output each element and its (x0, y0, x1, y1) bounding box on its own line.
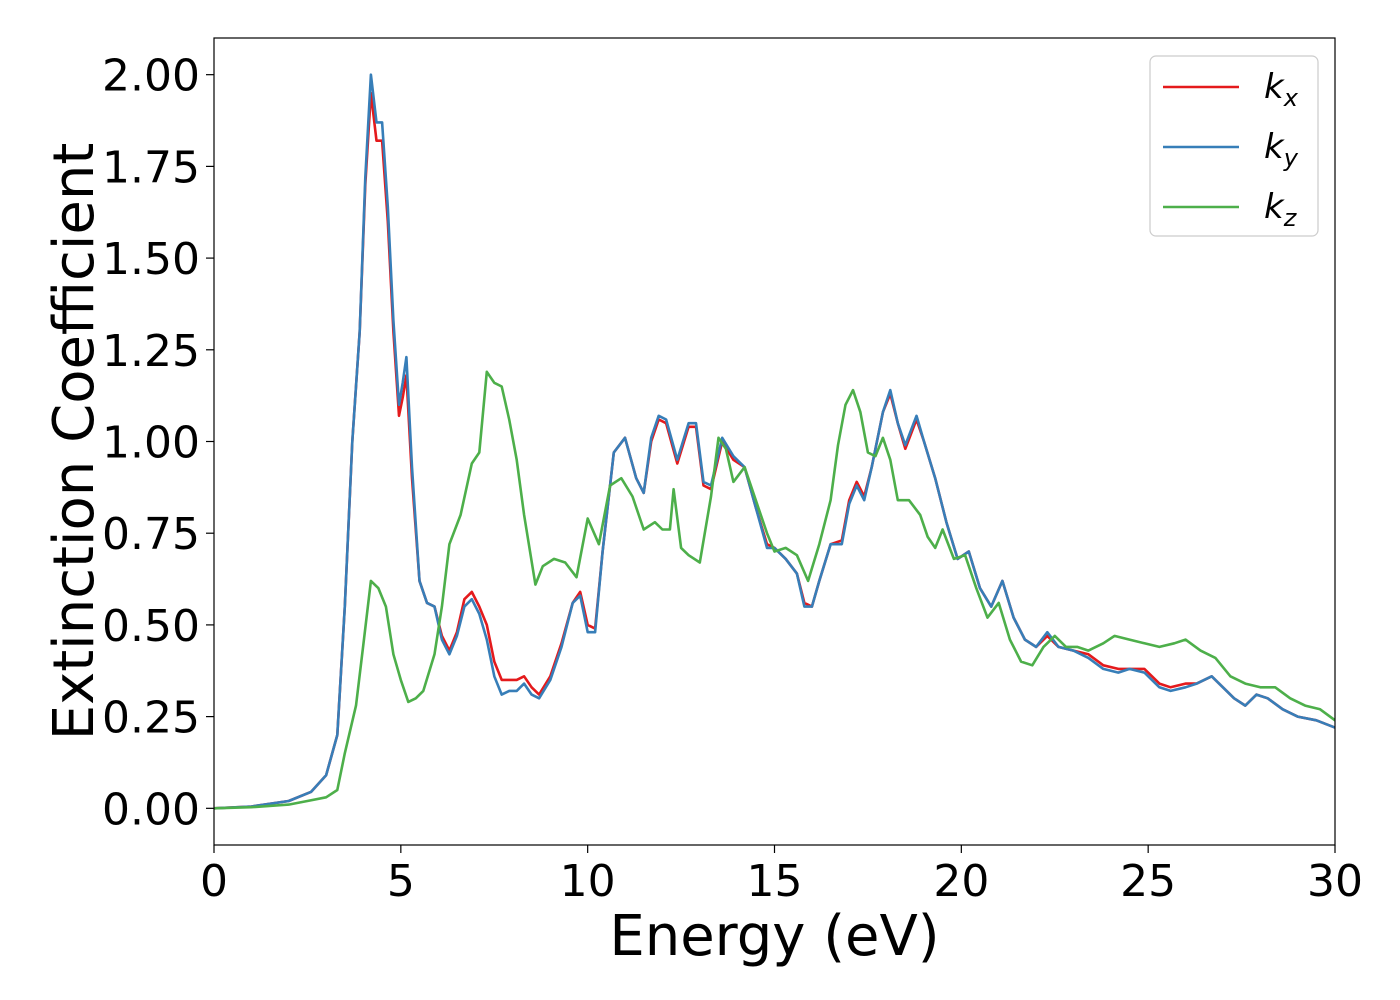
x-tick-label: 30 (1307, 856, 1363, 907)
x-tick-label: 25 (1120, 856, 1176, 907)
x-axis-title: Energy (eV) (609, 904, 939, 969)
x-tick-label: 20 (933, 856, 989, 907)
y-axis-title: Extinction Coefficient (42, 143, 107, 741)
y-tick-label: 0.75 (102, 509, 200, 560)
y-tick-label: 1.00 (102, 418, 200, 469)
x-tick-label: 5 (387, 856, 415, 907)
legend: kx ky kz (1149, 55, 1319, 237)
y-tick-label: 2.00 (102, 51, 200, 102)
legend-label: kx (1264, 67, 1299, 112)
x-axis: 0 5 10 15 20 25 30 (200, 845, 1363, 907)
y-tick-label: 0.25 (102, 693, 200, 744)
y-axis: 0.00 0.25 0.50 0.75 1.00 1.25 1.50 1.75 2.00 (102, 51, 214, 835)
y-tick-label: 1.50 (102, 234, 200, 285)
x-tick-label: 10 (560, 856, 616, 907)
x-tick-label: 15 (747, 856, 803, 907)
y-tick-label: 0.00 (102, 784, 200, 835)
y-tick-label: 1.25 (102, 326, 200, 377)
x-tick-label: 0 (200, 856, 228, 907)
legend-label: ky (1264, 127, 1299, 172)
series-line-kz (214, 370, 1335, 810)
y-tick-label: 1.75 (102, 142, 200, 193)
series-layer (214, 73, 1335, 810)
legend-label: kz (1264, 187, 1298, 232)
y-tick-label: 0.50 (102, 601, 200, 652)
